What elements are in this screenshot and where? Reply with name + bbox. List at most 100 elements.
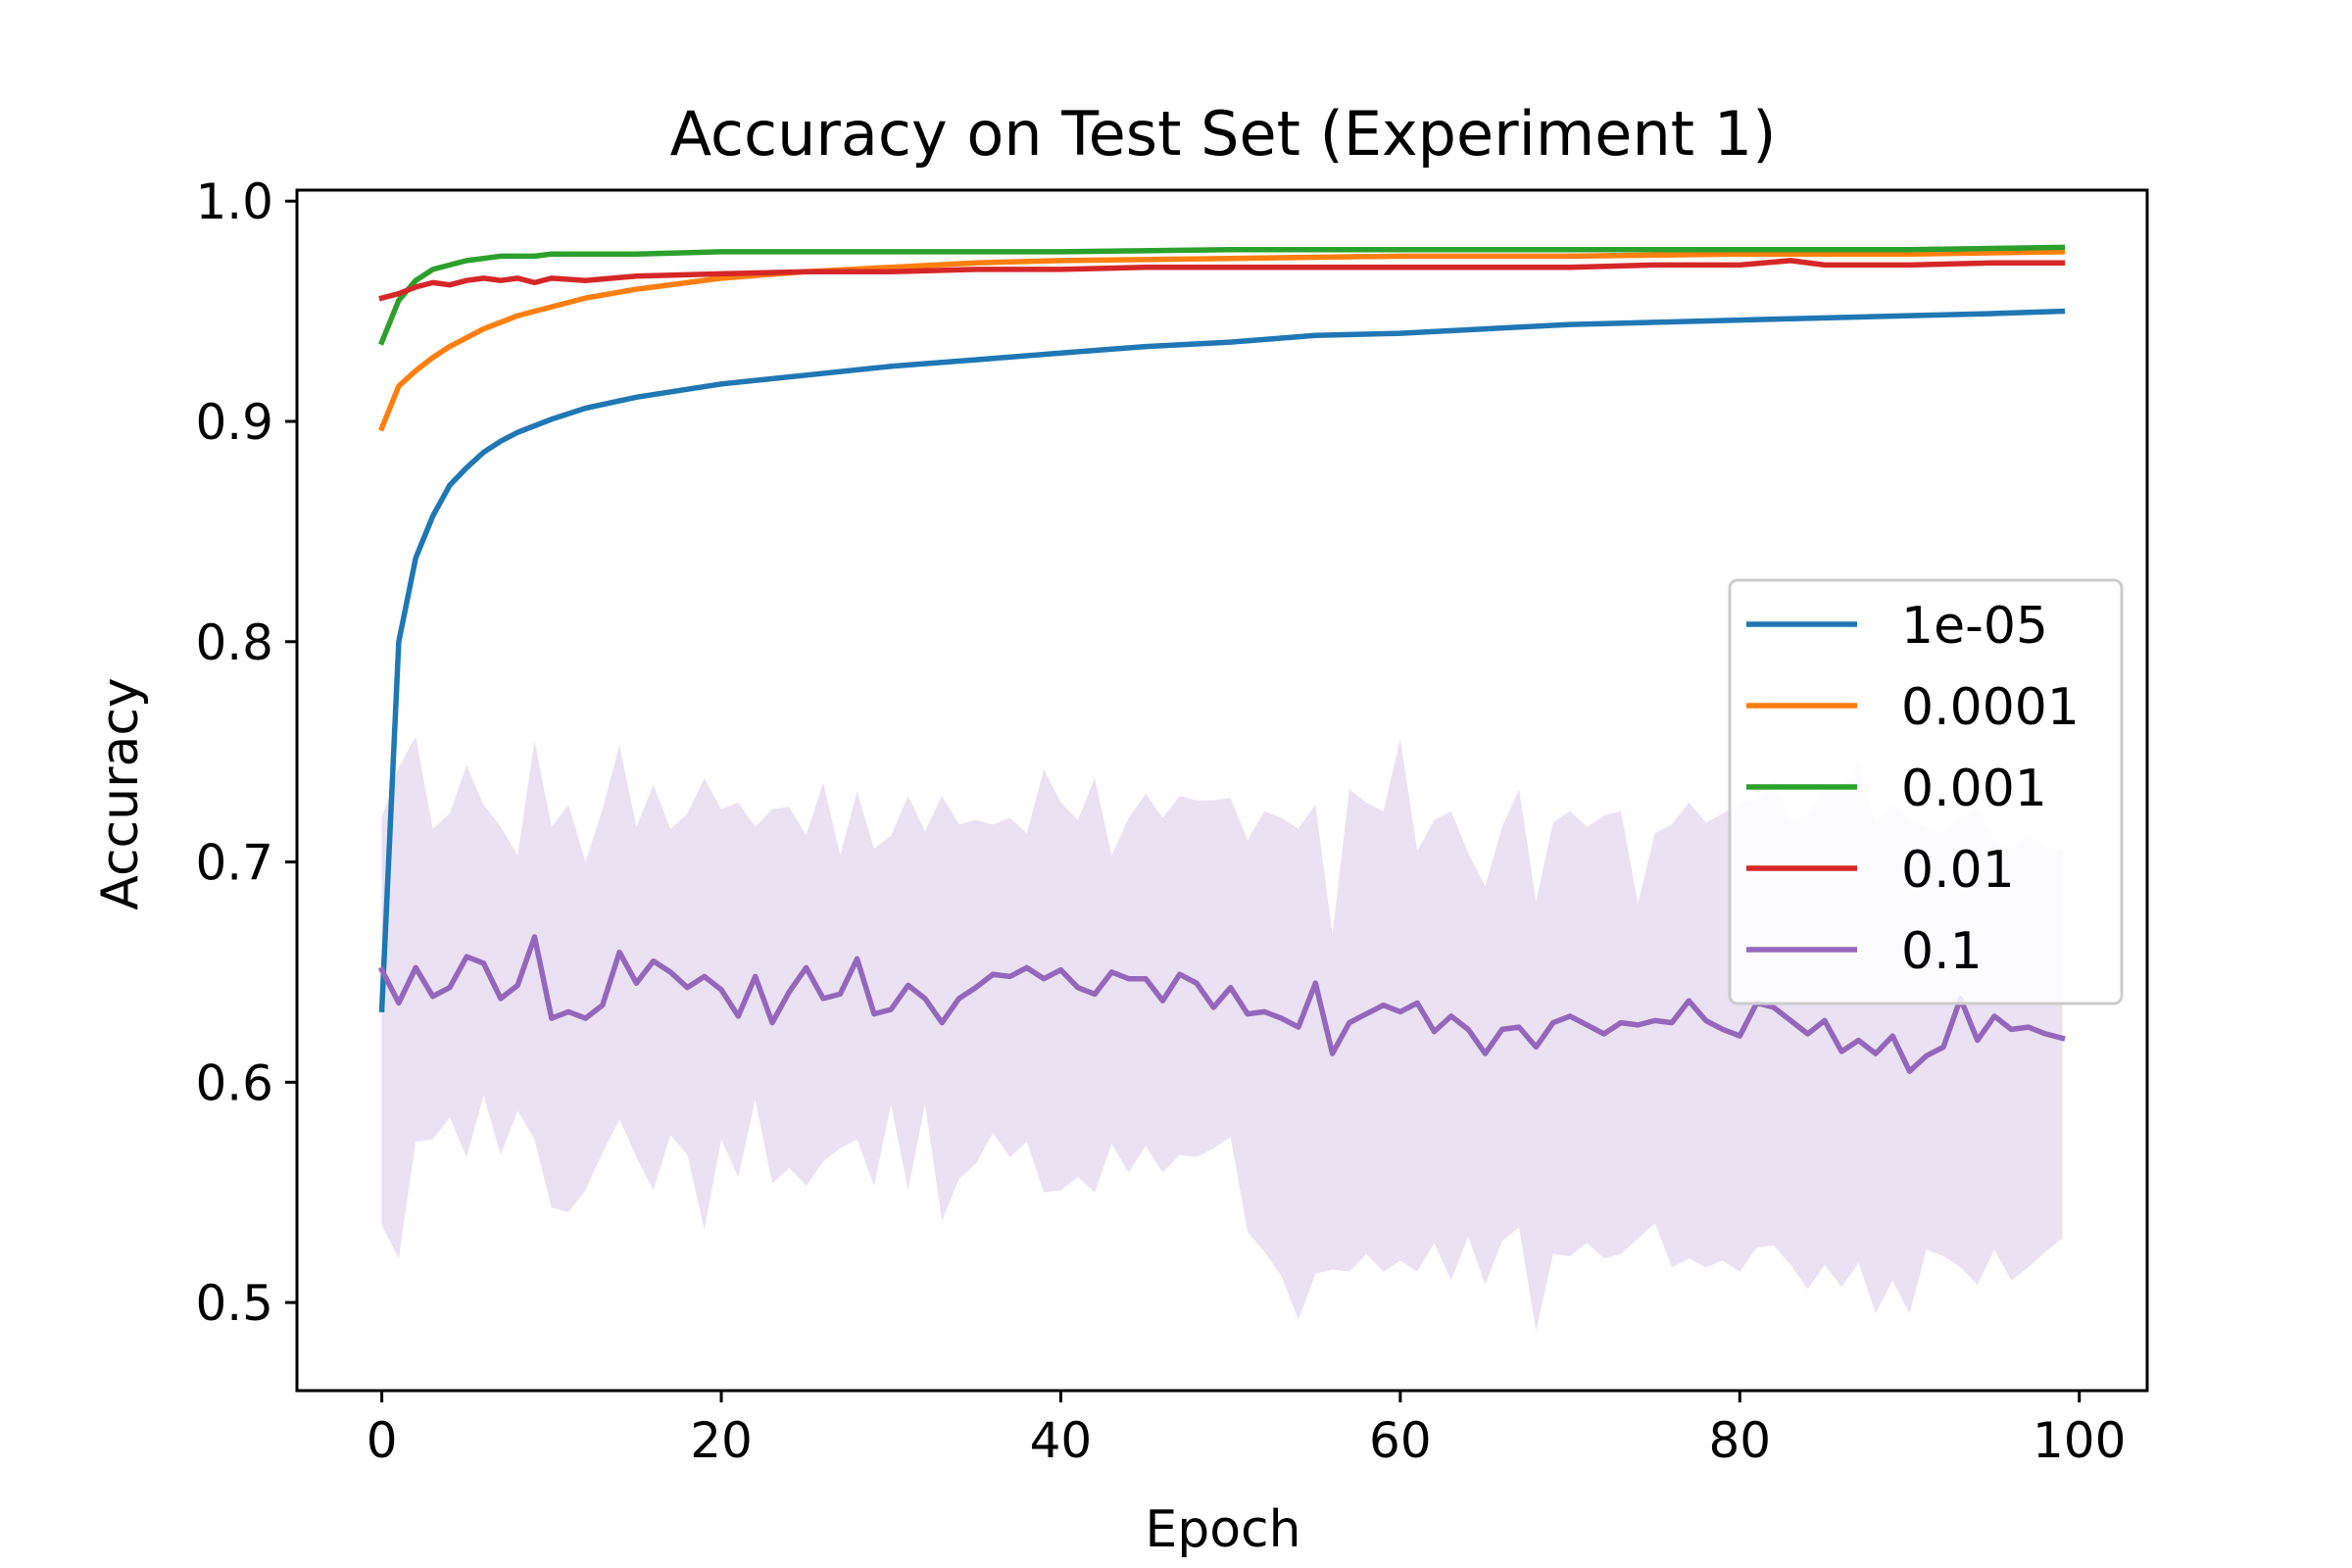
data-point xyxy=(1569,249,1571,251)
data-point xyxy=(1977,1040,1979,1042)
data-point xyxy=(720,277,722,279)
series-line-4 xyxy=(377,934,2066,1074)
data-point xyxy=(704,975,706,978)
data-point xyxy=(1552,1022,1554,1024)
data-point xyxy=(2061,262,2063,264)
data-point xyxy=(737,1015,739,1017)
data-point xyxy=(602,1004,604,1006)
data-point xyxy=(873,1013,875,1015)
data-point xyxy=(1824,264,1826,266)
data-point xyxy=(635,253,638,255)
data-point xyxy=(720,272,722,274)
x-tick-label: 100 xyxy=(2033,1412,2126,1469)
data-point xyxy=(381,427,383,429)
data-point xyxy=(1450,1015,1452,1017)
data-point xyxy=(1569,1015,1571,1017)
data-point xyxy=(449,346,451,348)
data-point xyxy=(1484,328,1487,330)
data-point xyxy=(1569,255,1571,257)
data-point xyxy=(1399,332,1401,334)
data-point xyxy=(1705,1019,1707,1021)
data-point xyxy=(449,284,451,286)
data-point xyxy=(890,251,892,253)
data-point xyxy=(1908,264,1911,266)
data-point xyxy=(398,385,400,387)
data-point xyxy=(1212,1006,1214,1008)
y-tick-label: 0.5 xyxy=(195,1275,273,1332)
data-point xyxy=(1926,1054,1928,1056)
data-point xyxy=(432,515,434,517)
data-point xyxy=(432,357,434,359)
data-point xyxy=(398,299,400,301)
data-point xyxy=(1059,269,1061,270)
data-point xyxy=(500,321,502,323)
data-point xyxy=(500,998,502,1000)
data-point xyxy=(449,484,451,486)
data-point xyxy=(466,956,467,957)
data-point xyxy=(1348,1022,1350,1024)
data-point xyxy=(686,987,689,989)
data-point xyxy=(1857,1040,1860,1042)
data-point xyxy=(533,311,536,313)
data-point xyxy=(618,952,620,954)
data-point xyxy=(941,1022,943,1024)
data-point xyxy=(398,641,400,643)
data-point xyxy=(806,251,808,253)
data-point xyxy=(1161,1000,1163,1002)
data-point xyxy=(381,969,383,971)
data-point xyxy=(482,451,485,454)
data-point xyxy=(1145,267,1147,269)
data-point xyxy=(1399,249,1401,251)
data-point xyxy=(432,996,434,998)
data-point xyxy=(1008,975,1011,978)
data-point xyxy=(857,957,858,960)
data-point xyxy=(975,987,977,989)
data-point xyxy=(890,1008,892,1010)
data-point xyxy=(466,466,467,468)
data-point xyxy=(584,279,587,281)
data-point xyxy=(2061,251,2063,253)
data-point xyxy=(1230,341,1232,343)
data-point xyxy=(551,277,553,279)
data-point xyxy=(1654,264,1656,266)
data-point xyxy=(1942,1046,1944,1048)
data-point xyxy=(1110,971,1112,973)
data-point xyxy=(975,262,977,264)
data-point xyxy=(1824,1019,1826,1021)
data-point xyxy=(924,998,926,1000)
data-point xyxy=(1688,1000,1690,1002)
x-tick-label: 80 xyxy=(1708,1412,1771,1469)
data-point xyxy=(992,973,994,975)
data-point xyxy=(1145,346,1147,348)
data-point xyxy=(381,341,383,343)
data-point xyxy=(1671,1022,1673,1024)
data-point xyxy=(500,255,502,257)
data-point xyxy=(482,328,485,330)
data-point xyxy=(1993,313,1995,315)
data-point xyxy=(551,306,553,308)
data-point xyxy=(1281,1017,1283,1019)
data-point xyxy=(669,971,671,973)
data-point xyxy=(806,374,808,376)
data-point xyxy=(551,1017,553,1019)
data-point xyxy=(1773,1006,1775,1008)
data-point xyxy=(466,337,467,339)
x-tick-label: 20 xyxy=(690,1412,753,1469)
data-point xyxy=(1043,978,1045,980)
legend-label-2: 0.001 xyxy=(1901,760,2047,818)
x-tick-label: 40 xyxy=(1030,1412,1093,1469)
x-axis-ticks: 0 20 40 60 80 100 xyxy=(367,1391,2126,1469)
data-point xyxy=(635,275,638,277)
data-point xyxy=(533,936,536,938)
data-point xyxy=(1399,267,1401,269)
data-point xyxy=(635,982,638,984)
data-point xyxy=(516,277,518,279)
data-point xyxy=(1603,1033,1605,1035)
data-point xyxy=(432,281,434,283)
data-point xyxy=(635,288,638,290)
data-point xyxy=(720,989,722,991)
data-point xyxy=(1908,253,1911,255)
line-layer xyxy=(377,244,2066,1074)
data-point xyxy=(2028,1026,2030,1028)
data-point xyxy=(635,396,638,398)
